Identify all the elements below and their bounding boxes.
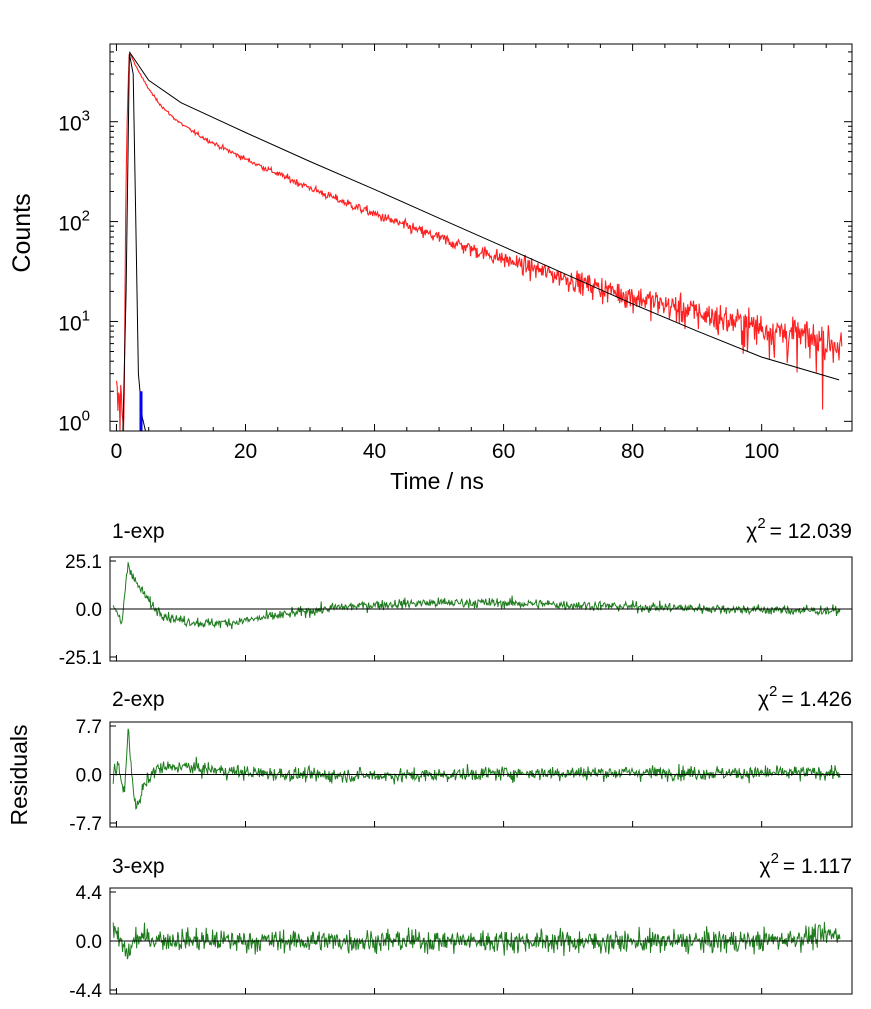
x-tick-label: 0: [111, 440, 123, 463]
x-tick-label: 100: [744, 440, 779, 463]
x-tick-label: 60: [492, 440, 515, 463]
chi-symbol: χ: [746, 520, 757, 543]
residual-y-tick-label: -25.1: [59, 648, 102, 669]
residual-y-tick-label: -4.4: [69, 981, 102, 1002]
y-tick-label: 102: [58, 208, 90, 236]
residual-y-tick-label: 25.1: [65, 552, 102, 573]
fit-series-line: [128, 51, 840, 381]
residual-series-line: [112, 562, 841, 630]
chi-symbol: χ: [758, 688, 769, 711]
chi-symbol: χ: [760, 855, 771, 878]
residual-panel-2-exp: 7.7 0.0 -7.7 2-exp χ2 = 1.426: [69, 683, 853, 835]
chi-exponent: 2: [771, 850, 779, 867]
y-tick-base: 10: [58, 113, 81, 136]
residual-series-line: [112, 728, 841, 810]
residual-y-tick-label: 0.0: [76, 600, 102, 621]
chi-exponent: 2: [769, 683, 777, 700]
x-axis-label: Time / ns: [390, 468, 484, 494]
chi-value: = 12.039: [770, 520, 852, 543]
x-tick-label: 80: [621, 440, 644, 463]
residuals-axis-label: Residuals: [6, 725, 32, 826]
residual-panel-label: 2-exp: [112, 688, 165, 711]
chi-exponent: 2: [757, 515, 765, 532]
residual-panels: 25.10.0-25.11-exp χ2 = 12.0397.70.0-7.72-e…: [6, 515, 853, 1002]
y-tick-label: 103: [58, 108, 90, 136]
decay-series-line: [115, 50, 843, 432]
residual-panel-1-exp: 25.1 0.0 -25.1 1-exp χ2 = 12.039: [59, 515, 853, 669]
residual-y-tick-label: -7.7: [69, 814, 102, 835]
residual-panel-label: 3-exp: [112, 855, 165, 878]
chi-value: = 1.117: [783, 855, 852, 878]
chi-value: = 1.426: [781, 688, 852, 711]
irf-series-line: [122, 53, 146, 432]
chi-squared-label: χ2 = 12.039: [746, 515, 852, 543]
x-tick-label: 40: [363, 440, 386, 463]
residual-panel-label: 1-exp: [112, 520, 165, 543]
residual-panel-3-exp: 4.4 0.0 -4.4 3-exp χ2 = 1.117: [69, 850, 853, 1002]
x-tick-label: 20: [234, 440, 257, 463]
residual-y-tick-label: 0.0: [76, 932, 102, 953]
chi-squared-label: χ2 = 1.426: [758, 683, 852, 711]
y-tick-label: 101: [58, 307, 90, 335]
y-tick-label: 100: [58, 407, 90, 435]
residual-y-tick-label: 0.0: [76, 766, 102, 787]
y-tick-base: 10: [58, 213, 81, 236]
y-tick-base: 10: [58, 312, 81, 335]
residual-y-tick-label: 7.7: [76, 717, 102, 738]
residual-y-tick-label: 4.4: [76, 883, 103, 904]
y-tick-exponent: 1: [82, 307, 90, 324]
y-tick-exponent: 3: [82, 108, 90, 125]
y-tick-base: 10: [58, 412, 81, 435]
y-axis-label: Counts: [8, 193, 36, 272]
residual-series-line: [112, 921, 841, 960]
decay-plot-frame: [109, 43, 853, 432]
chi-squared-label: χ2 = 1.117: [760, 850, 852, 878]
y-tick-exponent: 2: [82, 208, 90, 225]
y-tick-exponent: 0: [82, 407, 90, 424]
